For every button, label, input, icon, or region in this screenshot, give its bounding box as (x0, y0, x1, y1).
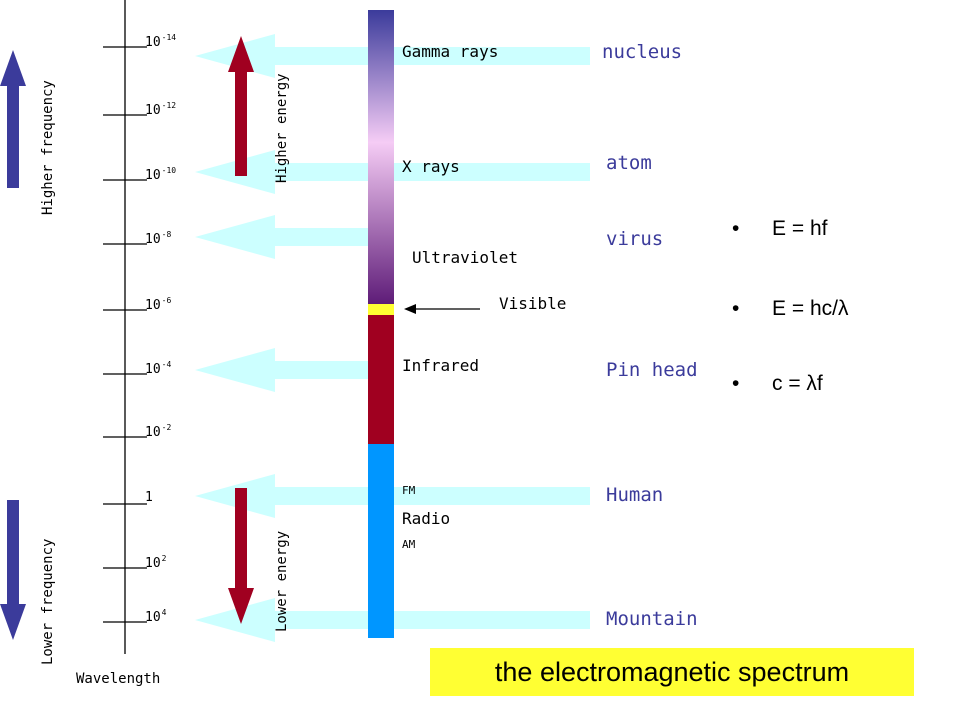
lower-frequency-label: Lower frequency (40, 538, 56, 665)
size-atom: atom (606, 152, 652, 174)
equation-energy-wavelength: • E = hc/λ (732, 297, 848, 321)
tick-base: 10 (145, 298, 161, 313)
equation-speed-of-light: • c = λf (732, 372, 823, 396)
x-rays-label: X rays (402, 157, 460, 176)
gamma-rays-label: Gamma rays (402, 42, 499, 61)
arrow-infrared (195, 348, 368, 392)
am-label: AM (402, 538, 416, 551)
bullet: • (732, 217, 740, 240)
tick-base: 10 (145, 610, 161, 625)
tick-base: 10 (145, 35, 161, 50)
equation-text: c = λf (772, 372, 823, 395)
wavelength-axis (103, 0, 147, 654)
size-human: Human (606, 484, 664, 506)
tick-label: 1 (145, 490, 153, 505)
tick-label: 10-14 (145, 33, 176, 50)
tick-label: 10-2 (145, 423, 171, 440)
lower-energy-arrow (228, 488, 254, 624)
higher-energy-arrow (228, 36, 254, 176)
radio-label: Radio (402, 509, 451, 528)
tick-exponent: -4 (161, 360, 172, 369)
tick-label: 104 (145, 608, 166, 625)
tick-label: 10-12 (145, 101, 176, 118)
tick-base: 10 (145, 232, 161, 247)
tick-base: 10 (145, 168, 161, 183)
size-pin-head: Pin head (606, 359, 698, 381)
radio-band (368, 444, 394, 638)
visible-band (368, 304, 394, 315)
tick-exponent: -8 (161, 230, 172, 239)
size-virus: virus (606, 228, 664, 250)
tick-base: 1 (145, 490, 153, 505)
bullet: • (732, 372, 740, 395)
higher-energy-label: Higher energy (274, 73, 290, 183)
tick-exponent: 2 (161, 554, 167, 563)
tick-exponent: -10 (161, 166, 177, 175)
tick-label: 10-8 (145, 230, 171, 247)
higher-frequency-arrow (0, 50, 26, 188)
equation-energy-frequency: • E = hf (732, 217, 827, 241)
equation-text: E = hf (772, 217, 828, 240)
infrared-label: Infrared (402, 356, 480, 375)
title-banner: the electromagnetic spectrum (430, 648, 914, 696)
tick-label: 10-4 (145, 360, 171, 377)
tick-base: 10 (145, 103, 161, 118)
higher-frequency-label: Higher frequency (40, 80, 56, 215)
title-text: the electromagnetic spectrum (494, 656, 850, 687)
wavelength-label: Wavelength (76, 671, 161, 687)
fm-label: FM (402, 484, 416, 497)
tick-exponent: -12 (161, 101, 177, 110)
bullet: • (732, 297, 740, 320)
visible-pointer-arrow (404, 304, 480, 314)
tick-base: 10 (145, 556, 161, 571)
visible-label: Visible (499, 294, 567, 313)
ultraviolet-label: Ultraviolet (412, 248, 518, 267)
tick-exponent: -2 (161, 423, 172, 432)
tick-base: 10 (145, 362, 161, 377)
size-nucleus: nucleus (602, 41, 683, 63)
arrow-uv (195, 215, 368, 259)
tick-exponent: -14 (161, 33, 177, 42)
tick-label: 10-10 (145, 166, 176, 183)
infrared-band (368, 315, 394, 444)
tick-exponent: 4 (161, 608, 167, 617)
size-mountain: Mountain (606, 608, 698, 630)
tick-label: 102 (145, 554, 166, 571)
tick-label: 10-6 (145, 296, 171, 313)
tick-base: 10 (145, 425, 161, 440)
lower-energy-label: Lower energy (274, 530, 290, 632)
gamma-uv-band (368, 10, 394, 304)
tick-exponent: -6 (161, 296, 172, 305)
lower-frequency-arrow (0, 500, 26, 640)
equation-text: E = hc/λ (772, 297, 849, 320)
